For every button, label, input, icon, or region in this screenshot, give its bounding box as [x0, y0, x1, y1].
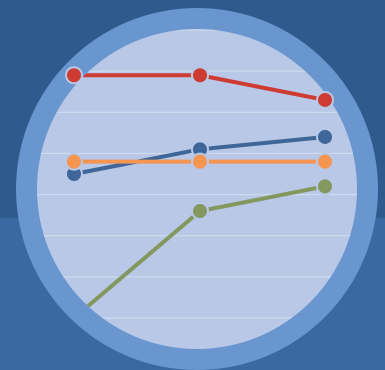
- series-3-point: [191, 152, 209, 171]
- series-1-point: [316, 90, 334, 109]
- series-3-point: [316, 152, 334, 171]
- series-4-point: [316, 177, 334, 196]
- series-3-point: [65, 152, 83, 171]
- series-points: [65, 66, 334, 221]
- series-4-point: [191, 202, 209, 221]
- plot-area: [37, 29, 357, 349]
- series-2-point: [316, 127, 334, 146]
- series-1-point: [65, 66, 83, 85]
- series-1-point: [191, 66, 209, 85]
